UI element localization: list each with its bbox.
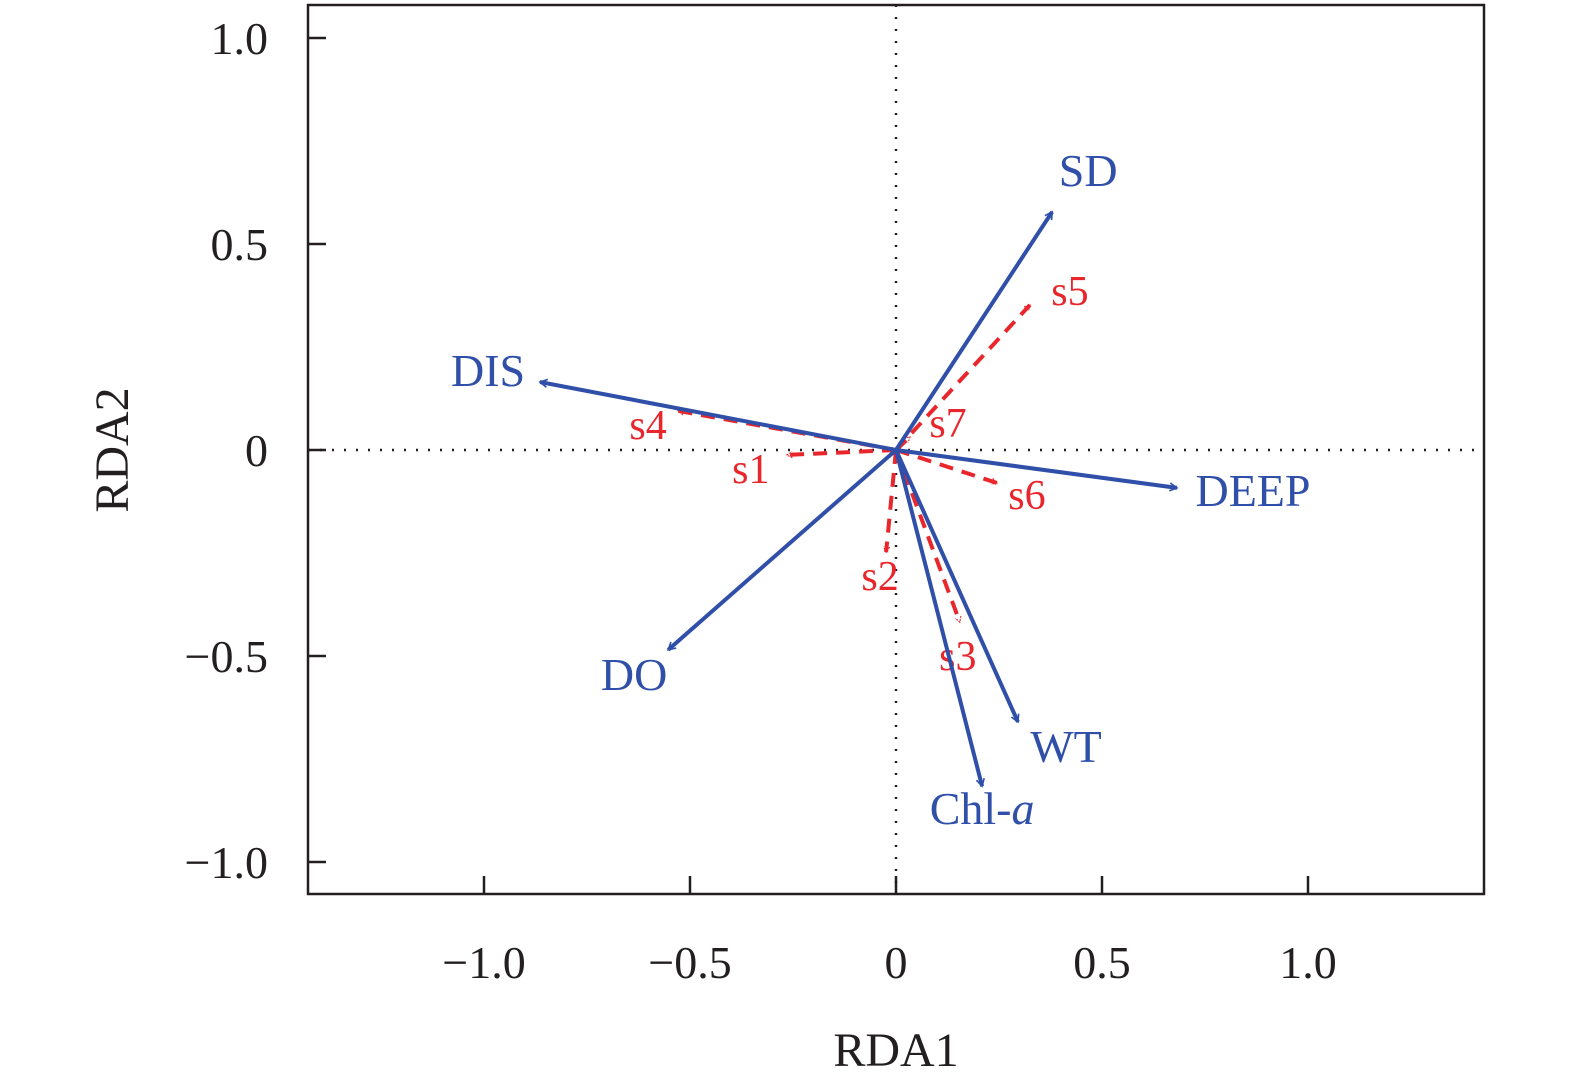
site-arrow-s2: s2 (861, 449, 899, 600)
env-vector (894, 449, 1020, 724)
env-label: DO (601, 649, 667, 700)
site-vector (785, 448, 897, 459)
site-arrow-s7: s7 (894, 401, 967, 452)
env-vector (538, 378, 897, 452)
site-vector (883, 449, 898, 554)
env-vector (894, 449, 985, 788)
y-tick-label: −0.5 (185, 631, 268, 682)
env-label: WT (1030, 721, 1102, 772)
site-label: s7 (929, 401, 966, 447)
env-label-italic: a (1011, 783, 1034, 834)
env-vector (666, 448, 898, 652)
site-arrow-s5: s5 (894, 269, 1089, 452)
y-tick-label: −1.0 (185, 837, 268, 888)
env-arrow-do: DO (601, 448, 898, 700)
site-label: s2 (861, 554, 898, 600)
site-label: s6 (1008, 473, 1045, 519)
y-tick-label: 0.5 (211, 219, 269, 270)
x-tick-label: 0 (885, 937, 908, 988)
environment-arrows: SD DIS DEEP DO WT Chl-a (451, 145, 1311, 834)
site-label: s4 (629, 403, 666, 449)
env-arrow-wt: WT (894, 449, 1102, 772)
site-vector (894, 449, 962, 624)
site-label: s1 (732, 447, 769, 493)
site-vector (894, 303, 1032, 452)
x-axis-label: RDA1 (833, 1024, 958, 1077)
env-label: Chl-a (930, 783, 1035, 834)
y-axis: −1.0 −0.5 0 0.5 1.0 (185, 13, 326, 888)
site-label: s5 (1051, 269, 1088, 315)
y-tick-label: 1.0 (211, 13, 269, 64)
env-arrow-deep: DEEP (895, 448, 1310, 516)
x-tick-label: 1.0 (1279, 937, 1337, 988)
env-vector (895, 448, 1179, 492)
env-label: DIS (451, 345, 525, 396)
y-axis-label: RDA2 (86, 387, 139, 512)
env-arrow-sd: SD (894, 145, 1118, 452)
env-label: SD (1059, 145, 1118, 196)
x-tick-label: −1.0 (442, 937, 525, 988)
x-axis: −1.0 −0.5 0 0.5 1.0 (442, 876, 1337, 988)
y-tick-label: 0 (245, 425, 268, 476)
site-arrow-s6: s6 (895, 448, 1046, 519)
site-vector (895, 448, 999, 485)
site-arrow-s1: s1 (732, 447, 897, 493)
x-tick-label: 0.5 (1073, 937, 1131, 988)
x-tick-label: −0.5 (648, 937, 731, 988)
env-arrow-chl: Chl-a (894, 449, 1035, 834)
env-arrow-dis: DIS (451, 345, 897, 452)
env-label: DEEP (1195, 465, 1310, 516)
site-arrow-s3: s3 (894, 449, 977, 680)
env-vector (894, 210, 1054, 452)
